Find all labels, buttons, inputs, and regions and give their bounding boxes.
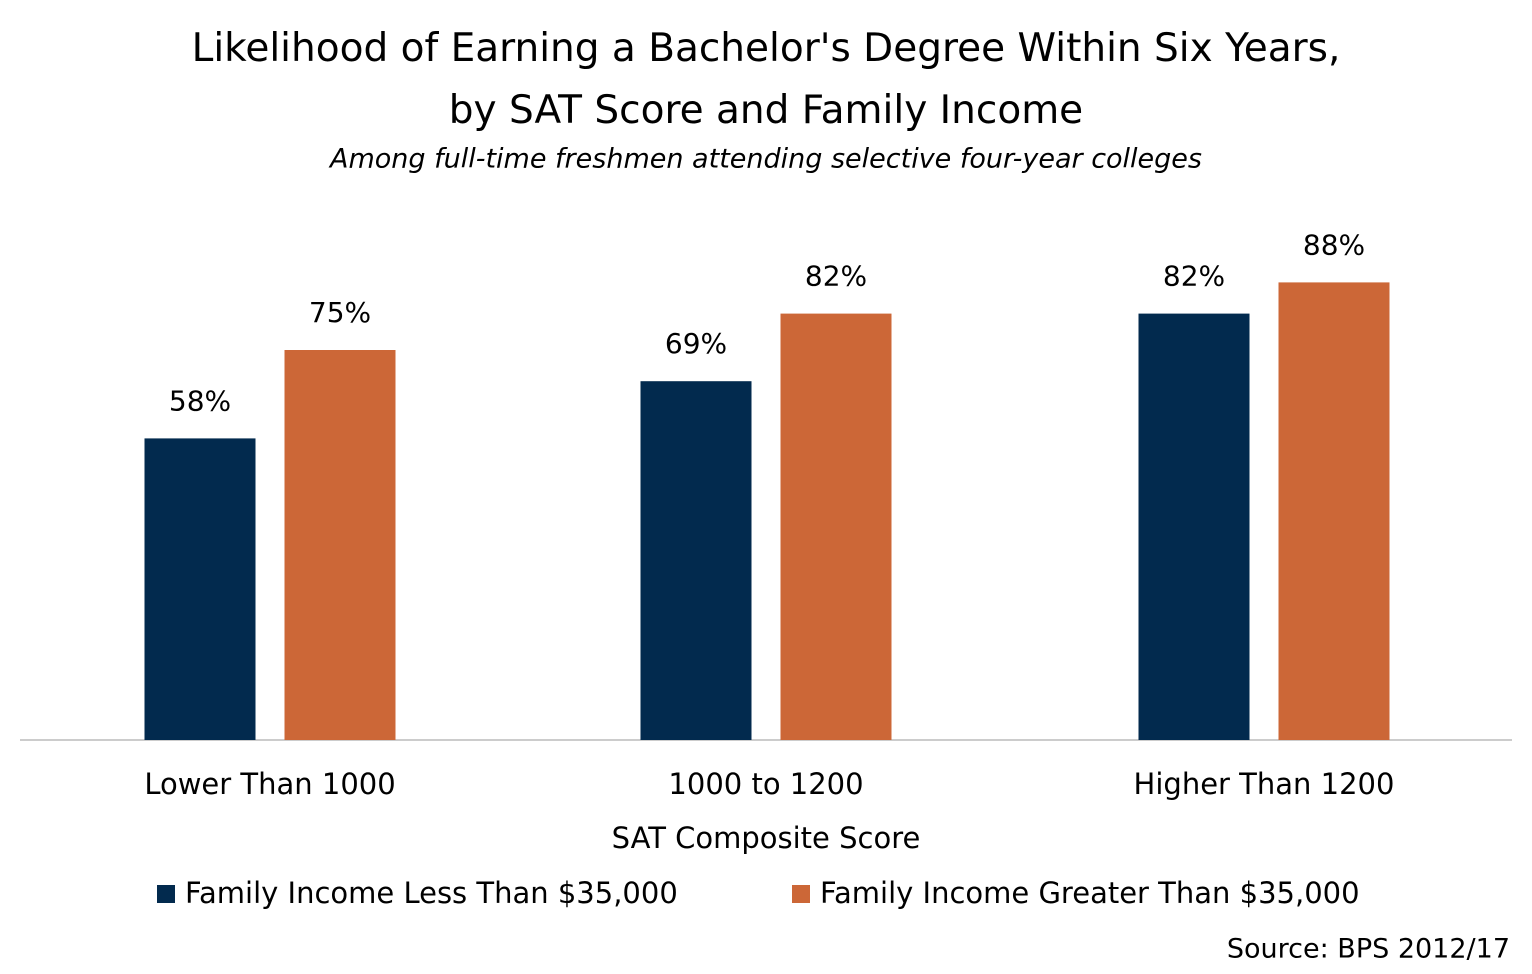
x-tick-label: Higher Than 1200 — [1134, 767, 1395, 801]
data-label: 58% — [169, 384, 231, 417]
source-note: Source: BPS 2012/17 — [1227, 934, 1510, 965]
data-label: 88% — [1303, 228, 1365, 261]
data-label: 75% — [309, 296, 371, 329]
x-tick-label: Lower Than 1000 — [144, 767, 395, 801]
legend-label: Family Income Greater Than $35,000 — [820, 876, 1360, 910]
bar — [780, 313, 892, 740]
chart-subtitle: Among full-time freshmen attending selec… — [328, 144, 1202, 175]
bar — [144, 438, 256, 740]
chart-title: Likelihood of Earning a Bachelor's Degre… — [191, 26, 1341, 133]
x-tick-label: 1000 to 1200 — [668, 767, 863, 801]
data-label: 69% — [665, 327, 727, 360]
x-axis-label: SAT Composite Score — [612, 821, 921, 855]
bar — [1278, 282, 1390, 740]
bar — [1138, 313, 1250, 740]
legend-swatch — [157, 885, 175, 903]
bar — [640, 381, 752, 740]
legend-label: Family Income Less Than $35,000 — [185, 876, 678, 910]
data-label: 82% — [1163, 260, 1225, 293]
legend-swatch — [792, 885, 810, 903]
bar — [284, 350, 396, 740]
data-label: 82% — [805, 260, 867, 293]
